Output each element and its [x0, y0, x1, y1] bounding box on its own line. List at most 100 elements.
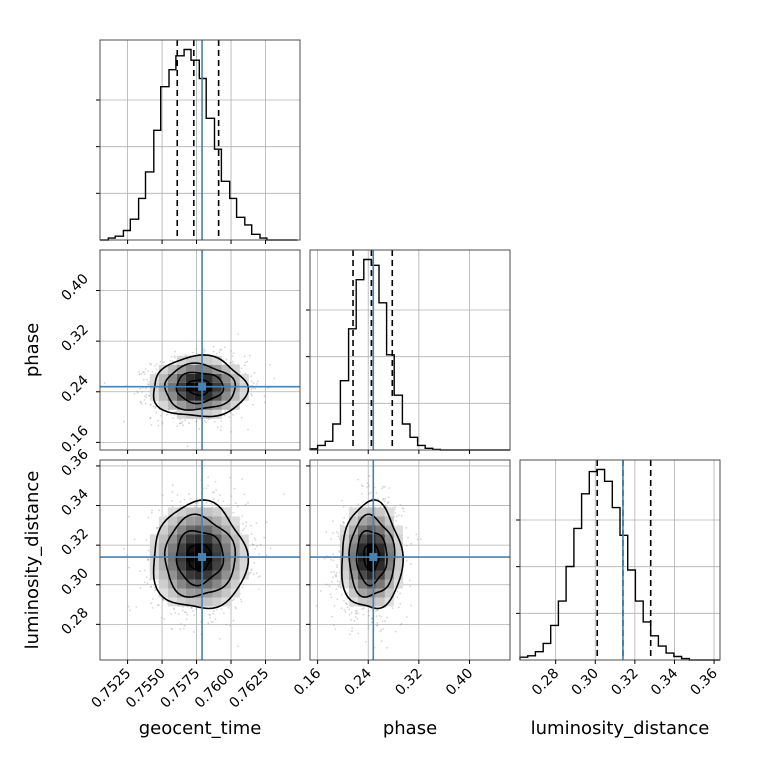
- sample-point-geocent_time-phase: [146, 378, 149, 381]
- density-cell-geocent_time-phase: [185, 373, 195, 383]
- sample-point-phase-luminosity_distance: [343, 522, 346, 524]
- panel-frame-1-0: [99, 249, 301, 451]
- density-cell-phase-luminosity_distance: [357, 579, 367, 589]
- sample-point-geocent_time-luminosity_distance: [256, 545, 258, 547]
- sample-point-geocent_time-luminosity_distance: [250, 569, 252, 572]
- sample-point-geocent_time-luminosity_distance: [228, 625, 231, 627]
- density-cell-phase-luminosity_distance: [366, 516, 376, 526]
- density-cell-geocent_time-luminosity_distance: [176, 543, 186, 553]
- sample-point-geocent_time-phase: [225, 358, 228, 361]
- sample-point-geocent_time-luminosity_distance: [241, 586, 244, 588]
- sample-point-phase-luminosity_distance: [332, 559, 335, 562]
- sample-point-geocent_time-phase: [145, 387, 148, 389]
- density-cell-geocent_time-phase: [158, 391, 168, 401]
- sample-point-geocent_time-phase: [219, 349, 222, 351]
- sample-point-geocent_time-luminosity_distance: [259, 543, 262, 546]
- sample-point-geocent_time-luminosity_distance: [212, 612, 214, 615]
- lines-layer: [96, 39, 721, 664]
- sample-point-phase-luminosity_distance: [395, 515, 398, 518]
- sample-point-geocent_time-phase: [252, 404, 254, 406]
- density-cell-geocent_time-phase: [203, 373, 213, 383]
- sample-point-geocent_time-luminosity_distance: [207, 484, 209, 487]
- sample-point-geocent_time-luminosity_distance: [237, 645, 239, 647]
- density-cell-geocent_time-luminosity_distance: [158, 516, 168, 526]
- sample-point-phase-luminosity_distance: [335, 572, 338, 574]
- density-cell-geocent_time-luminosity_distance: [194, 516, 204, 526]
- density-cell-geocent_time-phase: [167, 373, 177, 383]
- sample-point-geocent_time-luminosity_distance: [240, 532, 243, 535]
- sample-point-geocent_time-phase: [174, 411, 177, 413]
- density-cell-geocent_time-phase: [203, 355, 213, 365]
- density-cell-geocent_time-luminosity_distance: [194, 561, 204, 571]
- sample-point-geocent_time-phase: [250, 392, 252, 395]
- density-cell-phase-luminosity_distance: [348, 507, 358, 517]
- density-cell-geocent_time-phase: [176, 400, 186, 410]
- sample-point-geocent_time-phase: [257, 380, 259, 383]
- density-cell-geocent_time-luminosity_distance: [185, 534, 195, 544]
- sample-point-geocent_time-phase: [212, 345, 215, 348]
- sample-point-phase-luminosity_distance: [334, 628, 337, 630]
- sample-point-phase-luminosity_distance: [393, 508, 396, 511]
- sample-point-geocent_time-luminosity_distance: [205, 487, 208, 490]
- sample-point-geocent_time-phase: [191, 351, 194, 354]
- sample-point-phase-luminosity_distance: [376, 609, 379, 611]
- sample-point-phase-luminosity_distance: [325, 531, 328, 533]
- density-cell-phase-luminosity_distance: [393, 525, 403, 535]
- sample-point-phase-luminosity_distance: [355, 613, 357, 615]
- sample-point-geocent_time-phase: [140, 403, 143, 405]
- sample-point-geocent_time-luminosity_distance: [244, 503, 247, 506]
- sample-point-geocent_time-luminosity_distance: [192, 610, 194, 612]
- density-cell-phase-luminosity_distance: [357, 597, 367, 607]
- density-cell-phase-luminosity_distance: [375, 525, 385, 535]
- density-cell-phase-luminosity_distance: [366, 561, 376, 571]
- sample-point-geocent_time-phase: [180, 422, 183, 424]
- sample-point-geocent_time-luminosity_distance: [127, 515, 130, 518]
- density-cell-phase-luminosity_distance: [366, 507, 376, 517]
- sample-point-geocent_time-luminosity_distance: [150, 602, 153, 605]
- sample-point-geocent_time-luminosity_distance: [249, 571, 252, 574]
- sample-point-phase-luminosity_distance: [399, 623, 402, 626]
- sample-point-geocent_time-luminosity_distance: [211, 491, 214, 494]
- density-cell-geocent_time-phase: [149, 373, 159, 383]
- sample-point-geocent_time-phase: [263, 401, 266, 404]
- density-cell-geocent_time-luminosity_distance: [194, 543, 204, 553]
- sample-point-geocent_time-luminosity_distance: [218, 637, 221, 640]
- density-cell-geocent_time-phase: [239, 391, 249, 401]
- sample-point-phase-luminosity_distance: [387, 496, 390, 499]
- sample-point-geocent_time-luminosity_distance: [212, 610, 215, 613]
- sample-point-geocent_time-phase: [243, 364, 246, 367]
- density-cell-phase-luminosity_distance: [366, 543, 376, 553]
- density-cell-geocent_time-luminosity_distance: [176, 579, 186, 589]
- density-cell-phase-luminosity_distance: [357, 570, 367, 580]
- sample-point-geocent_time-luminosity_distance: [135, 606, 138, 608]
- sample-point-geocent_time-luminosity_distance: [234, 606, 237, 608]
- sample-point-phase-luminosity_distance: [394, 630, 397, 633]
- sample-point-geocent_time-luminosity_distance: [231, 599, 234, 602]
- density-cell-geocent_time-phase: [167, 400, 177, 410]
- sample-point-phase-luminosity_distance: [329, 593, 332, 596]
- density-cell-geocent_time-luminosity_distance: [176, 597, 186, 607]
- sample-point-geocent_time-luminosity_distance: [174, 612, 177, 614]
- sample-point-phase-luminosity_distance: [342, 522, 345, 524]
- sample-point-geocent_time-phase: [229, 361, 232, 364]
- sample-point-geocent_time-phase: [145, 394, 148, 396]
- sample-point-geocent_time-phase: [195, 420, 198, 422]
- truth-marker-phase-luminosity_distance: [369, 553, 378, 562]
- sample-point-geocent_time-luminosity_distance: [126, 554, 128, 557]
- density-cell-geocent_time-luminosity_distance: [185, 597, 195, 607]
- sample-point-phase-luminosity_distance: [342, 520, 345, 523]
- sample-point-geocent_time-luminosity_distance: [207, 476, 210, 479]
- sample-point-geocent_time-phase: [220, 420, 223, 422]
- density-cell-geocent_time-phase: [158, 364, 168, 374]
- sample-point-geocent_time-luminosity_distance: [205, 501, 208, 504]
- sample-point-geocent_time-luminosity_distance: [253, 561, 256, 564]
- panel-frame-2-0: [99, 459, 301, 661]
- density-cell-geocent_time-luminosity_distance: [221, 525, 231, 535]
- density-cell-phase-luminosity_distance: [375, 579, 385, 589]
- density-cell-geocent_time-luminosity_distance: [230, 579, 240, 589]
- sample-point-geocent_time-phase: [161, 422, 164, 425]
- density-cell-geocent_time-phase: [185, 364, 195, 374]
- sample-point-geocent_time-luminosity_distance: [145, 539, 148, 541]
- sample-point-geocent_time-phase: [203, 349, 206, 352]
- sample-point-phase-luminosity_distance: [337, 535, 340, 538]
